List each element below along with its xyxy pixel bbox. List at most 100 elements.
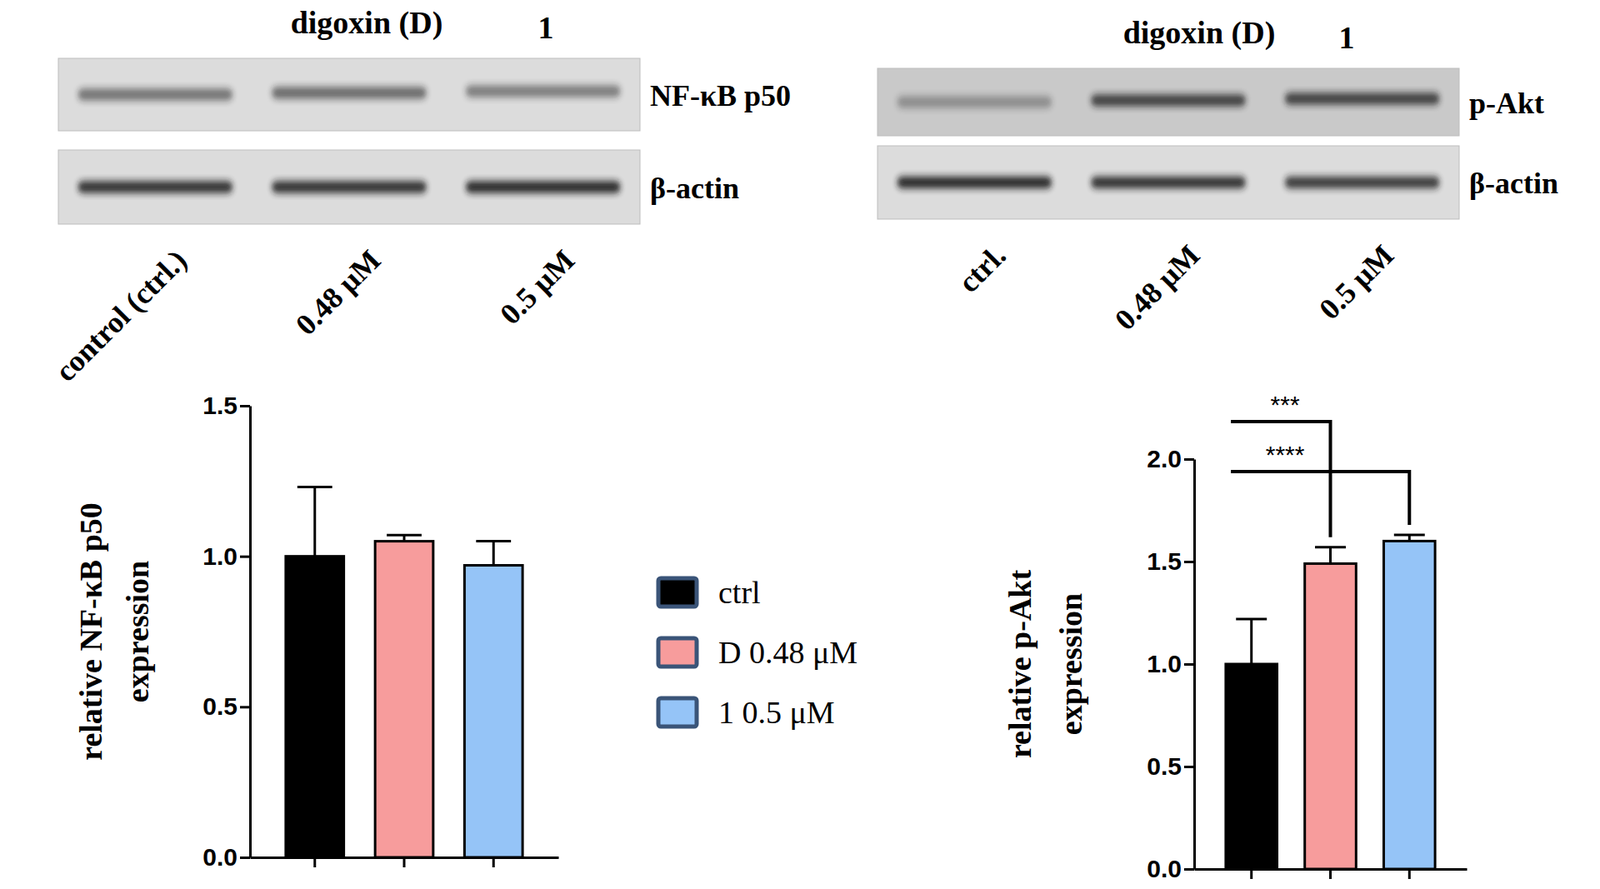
y-tick: 0.0	[202, 843, 250, 871]
error-bar	[297, 487, 333, 557]
bar	[1383, 540, 1435, 870]
blot-band	[77, 89, 233, 101]
y-tick: 0.0	[1146, 855, 1195, 883]
y-tick: 0.5	[1146, 752, 1195, 780]
y-tick-mark	[240, 405, 250, 408]
y-tick-label: 1.0	[202, 542, 238, 570]
blot-membrane	[877, 68, 1460, 136]
error-bar-cap	[1394, 534, 1425, 537]
error-bar-stem	[313, 487, 316, 557]
blot-panel: digoxin (D) 1 NF-κB p50 β-actin control (ctr…	[48, 5, 791, 389]
error-bar	[1394, 535, 1425, 541]
bar	[1225, 664, 1278, 870]
y-tick-mark	[1184, 458, 1195, 461]
blot-band	[1090, 95, 1246, 107]
y-axis: 0.0 0.5 1.0 1.5 2.0	[1146, 445, 1195, 883]
y-axis-title: relative p-Akt	[1002, 570, 1038, 760]
blot-band	[271, 87, 427, 100]
x-tick	[1330, 869, 1331, 880]
x-tick-mark	[403, 857, 406, 868]
error-bar	[1315, 547, 1346, 565]
chart: 0.00.51.01.52.0relative p-Aktexpression*…	[1002, 390, 1468, 883]
x-tick-mark	[1250, 869, 1253, 880]
error-bar-cap	[386, 534, 422, 537]
blot-lane-label: 0.5 μM	[1312, 238, 1400, 326]
legend-swatch	[658, 698, 697, 727]
blot-panel: digoxin (D)1p-Aktβ-actinctrl.0.48 μM0.5 …	[877, 15, 1559, 337]
y-tick-mark	[240, 856, 250, 860]
y-tick-label: 2.0	[1146, 445, 1182, 473]
significance-label: ****	[1265, 440, 1305, 469]
blot-band	[1285, 93, 1440, 105]
blot-band-label: β-actin	[1469, 166, 1559, 200]
y-axis: 0.00.51.01.5	[202, 391, 250, 871]
error-bar-stem	[492, 541, 495, 566]
error-bar	[475, 541, 511, 566]
x-tick-mark	[313, 857, 316, 868]
blot-membrane	[58, 150, 640, 225]
blot-compound-label: 1	[1339, 20, 1355, 55]
error-bar-cap	[475, 540, 511, 543]
bars	[285, 487, 523, 858]
y-tick-mark	[1184, 868, 1195, 871]
significance-bracket	[1230, 421, 1330, 538]
y-tick-label: 1.5	[1146, 547, 1182, 575]
blot-band	[1285, 176, 1440, 189]
blot-band-label: β-actin	[650, 171, 740, 205]
x-tick-mark	[1408, 869, 1411, 880]
legend-label: ctrl	[718, 575, 761, 610]
x-axis	[250, 857, 560, 868]
blot-band	[465, 85, 621, 98]
y-tick-label: 0.0	[1146, 855, 1182, 883]
bar	[464, 565, 523, 858]
bar	[1305, 563, 1357, 870]
blot-compound-label: 1	[538, 10, 555, 45]
bar	[285, 556, 345, 858]
significance-bracket	[1230, 471, 1410, 525]
y-tick-mark	[1184, 765, 1195, 769]
blot-band	[896, 176, 1052, 189]
legend: ctrl D 0.48 μM 1 0.5 μM	[658, 575, 858, 730]
y-tick-label: 0.5	[1146, 752, 1182, 780]
figure: digoxin (D) 1 NF-κB p50 β-actin control (ctr…	[0, 0, 1600, 889]
blot-band-label: p-Akt	[1469, 86, 1545, 120]
y-tick-mark	[240, 705, 250, 709]
x-tick-mark	[1329, 869, 1332, 880]
y-tick-mark	[1184, 663, 1195, 666]
blot-membrane	[58, 58, 640, 131]
blot-band-label: NF-κB p50	[650, 79, 791, 113]
bars	[1225, 535, 1435, 870]
legend-swatch	[658, 638, 697, 667]
blot-treatment-label: digoxin (D)	[290, 5, 444, 41]
significance-label: ***	[1270, 390, 1300, 419]
error-bar	[1235, 619, 1267, 665]
y-tick: 1.0	[202, 542, 250, 570]
y-tick-label: 1.0	[1146, 650, 1182, 678]
legend-label: D 0.48 μM	[718, 635, 858, 670]
legend-swatch	[658, 578, 697, 607]
y-tick-mark	[240, 555, 250, 559]
error-bar-stem	[1250, 619, 1253, 665]
y-tick: 1.5	[1146, 547, 1195, 575]
blot-lane-label: 0.5 μM	[493, 243, 581, 331]
x-tick	[404, 857, 405, 868]
blot-band	[77, 181, 233, 194]
blot-lane-label: 0.48 μM	[289, 243, 388, 342]
error-bar-stem	[1329, 547, 1332, 565]
blot-lane-label: control (ctrl.)	[48, 243, 193, 388]
y-tick: 1.0	[1146, 650, 1195, 678]
blot-band	[271, 181, 427, 194]
blot-lane-label: 0.48 μM	[1108, 238, 1207, 337]
x-tick	[1409, 869, 1410, 880]
x-tick	[314, 857, 315, 868]
blot-lane-label: ctrl.	[951, 238, 1013, 300]
y-tick: 1.5	[202, 391, 250, 420]
x-axis	[1195, 869, 1468, 880]
blot-band	[465, 181, 621, 194]
bar	[375, 541, 434, 858]
legend-label: 1 0.5 μM	[718, 695, 835, 730]
y-tick-label: 1.5	[202, 391, 238, 420]
x-tick	[1250, 869, 1252, 880]
chart: 0.00.51.01.5relative NF-κB p50expression…	[73, 391, 858, 871]
y-tick-mark	[1184, 560, 1195, 564]
